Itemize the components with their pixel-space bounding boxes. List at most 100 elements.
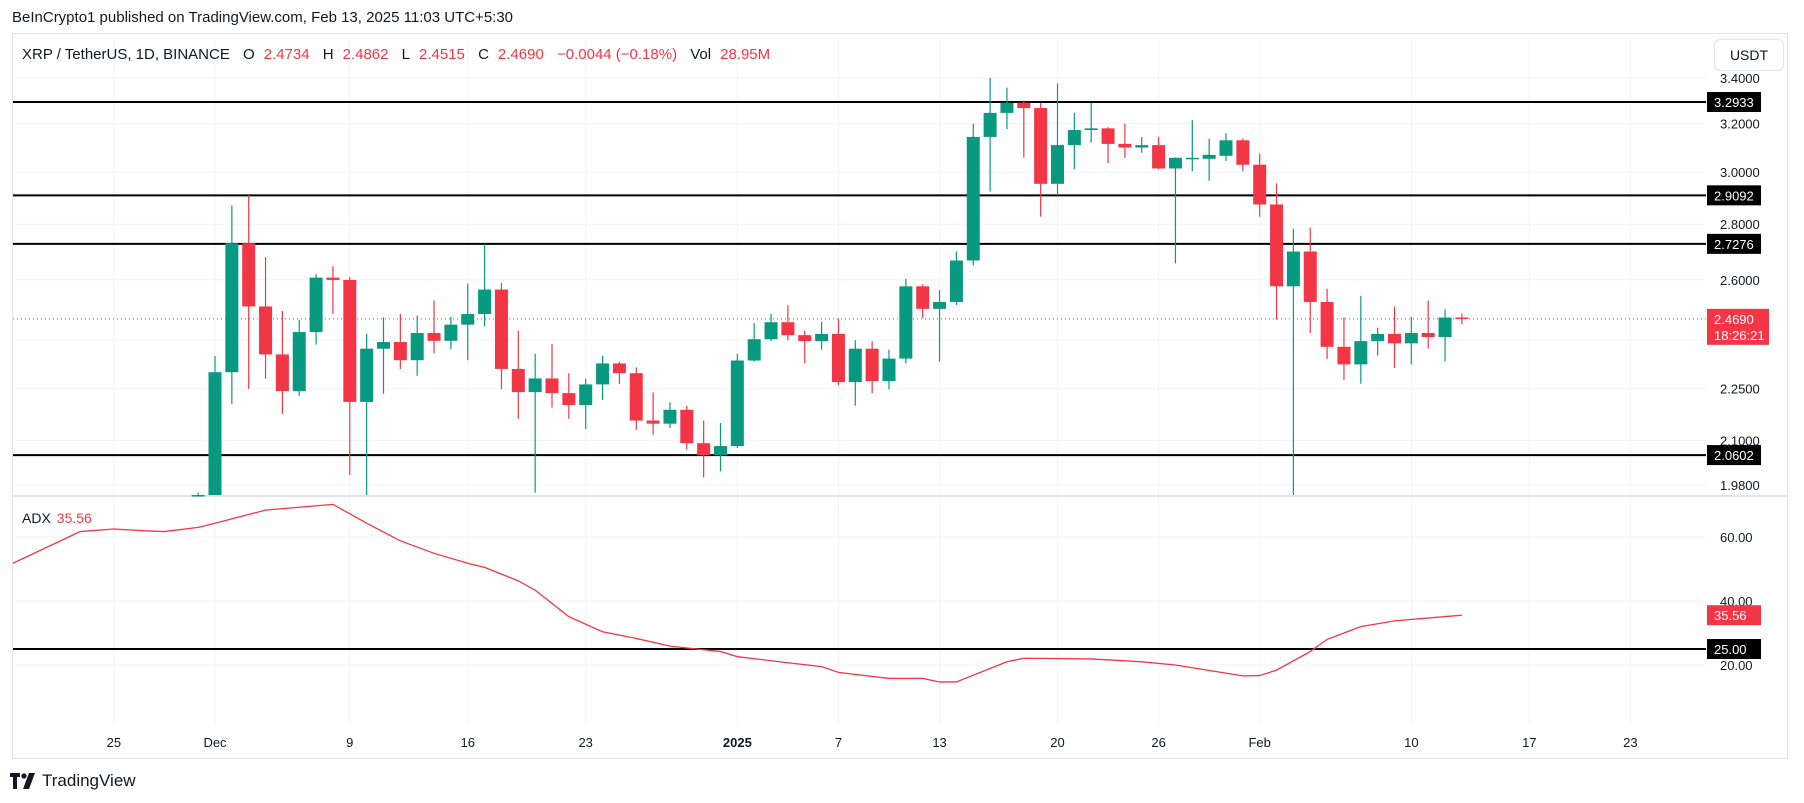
candle bbox=[1286, 228, 1300, 495]
adx-name: ADX bbox=[22, 510, 51, 526]
candle bbox=[966, 123, 980, 266]
candle bbox=[579, 378, 593, 429]
candle bbox=[292, 319, 306, 396]
candle bbox=[427, 300, 441, 354]
candle bbox=[1017, 100, 1031, 158]
candle bbox=[815, 321, 829, 350]
price-tick-label: 3.0000 bbox=[1720, 165, 1760, 180]
candle-body bbox=[1286, 251, 1300, 287]
axes: 25 Dec 9 16 23 2025 7 13 20 26 Feb 10 17 23 3.4000 3.20… bbox=[107, 71, 1769, 750]
candle bbox=[798, 330, 812, 364]
candle-body bbox=[646, 420, 660, 424]
candle-body bbox=[1185, 157, 1199, 160]
candle bbox=[882, 349, 896, 390]
candle-body bbox=[1371, 333, 1385, 342]
time-tick-label: 26 bbox=[1151, 735, 1165, 750]
adx-value-tag: 35.56 bbox=[1714, 608, 1747, 623]
candle-body bbox=[1168, 157, 1182, 169]
level-price-tag-bg bbox=[1707, 92, 1761, 113]
time-tick-label: Dec bbox=[203, 735, 227, 750]
candle-body bbox=[444, 324, 458, 341]
candles bbox=[191, 78, 1469, 497]
candle-body bbox=[208, 372, 222, 495]
candle-body bbox=[966, 136, 980, 261]
candle-body bbox=[1388, 333, 1401, 344]
tradingview-brand: TradingView bbox=[42, 771, 136, 790]
candle bbox=[1219, 133, 1233, 162]
candle-body bbox=[697, 443, 711, 456]
candle bbox=[1067, 112, 1081, 170]
time-tick-label: 9 bbox=[346, 735, 353, 750]
candle bbox=[1152, 136, 1166, 170]
candle-body bbox=[1152, 145, 1166, 169]
adx-value: 35.56 bbox=[56, 510, 92, 526]
candle-body bbox=[831, 333, 845, 383]
candle bbox=[1101, 127, 1115, 163]
candle-body bbox=[933, 301, 947, 309]
candle bbox=[461, 283, 475, 361]
candle-body bbox=[1101, 128, 1115, 144]
tradingview-logo[interactable]: TradingView bbox=[10, 771, 136, 791]
candle-body bbox=[259, 306, 273, 355]
candle-body bbox=[663, 409, 677, 424]
candle bbox=[208, 356, 222, 495]
time-tick-label: 13 bbox=[932, 735, 946, 750]
candle bbox=[1438, 309, 1452, 362]
adx-tick-label: 60.00 bbox=[1720, 530, 1753, 545]
candle bbox=[1202, 138, 1216, 181]
candle-body bbox=[1051, 145, 1064, 184]
candle-body bbox=[511, 368, 525, 393]
candle bbox=[1455, 313, 1469, 325]
candle-body bbox=[1118, 143, 1132, 148]
candle bbox=[242, 195, 256, 389]
candle bbox=[259, 257, 273, 379]
candle bbox=[275, 310, 289, 414]
candle-body bbox=[1202, 154, 1216, 159]
candle-body bbox=[1084, 128, 1098, 131]
adx-value-tag-bg bbox=[1707, 605, 1761, 626]
candle-body bbox=[899, 286, 913, 359]
candle bbox=[730, 353, 744, 448]
adx-tick-label: 20.00 bbox=[1720, 658, 1753, 673]
candle-body bbox=[815, 333, 829, 342]
candle bbox=[714, 422, 727, 472]
candle bbox=[596, 355, 610, 400]
candle bbox=[1421, 300, 1435, 349]
time-tick-label: 7 bbox=[835, 735, 842, 750]
candle-body bbox=[848, 348, 862, 383]
currency-button[interactable]: USDT bbox=[1714, 39, 1784, 71]
candle bbox=[377, 317, 390, 394]
candle-body bbox=[528, 378, 542, 393]
candle-body bbox=[596, 363, 610, 385]
candle bbox=[764, 313, 778, 342]
candle bbox=[1354, 296, 1368, 384]
last-price-tag: 2.4690 bbox=[1714, 312, 1754, 327]
candle bbox=[680, 406, 694, 450]
candle bbox=[545, 343, 559, 408]
adx-legend[interactable]: ADX 35.56 bbox=[22, 510, 92, 526]
candle-body bbox=[1320, 301, 1334, 347]
price-tick-label: 2.2500 bbox=[1720, 382, 1760, 397]
candle bbox=[663, 402, 677, 428]
candle-body bbox=[191, 495, 205, 497]
candle bbox=[933, 290, 947, 362]
symbol-name[interactable]: XRP / TetherUS, 1D, BINANCE bbox=[22, 46, 230, 63]
grid bbox=[13, 40, 1706, 725]
candle-body bbox=[983, 112, 997, 137]
candle-body bbox=[377, 342, 390, 349]
candle bbox=[326, 266, 340, 314]
candle bbox=[191, 492, 205, 497]
candle-body bbox=[292, 332, 306, 392]
level-price-tag: 2.0602 bbox=[1714, 448, 1754, 463]
time-tick-label: 17 bbox=[1522, 735, 1536, 750]
candle-body bbox=[1270, 204, 1284, 287]
adx-threshold-tag-bg bbox=[1707, 639, 1761, 659]
open-value: 2.4734 bbox=[263, 46, 310, 63]
candle bbox=[494, 282, 508, 390]
candle bbox=[1236, 138, 1250, 172]
volume-label: Vol bbox=[690, 46, 712, 63]
tradingview-logo-icon bbox=[10, 773, 35, 789]
candle-body bbox=[882, 358, 896, 382]
candle bbox=[478, 244, 492, 327]
